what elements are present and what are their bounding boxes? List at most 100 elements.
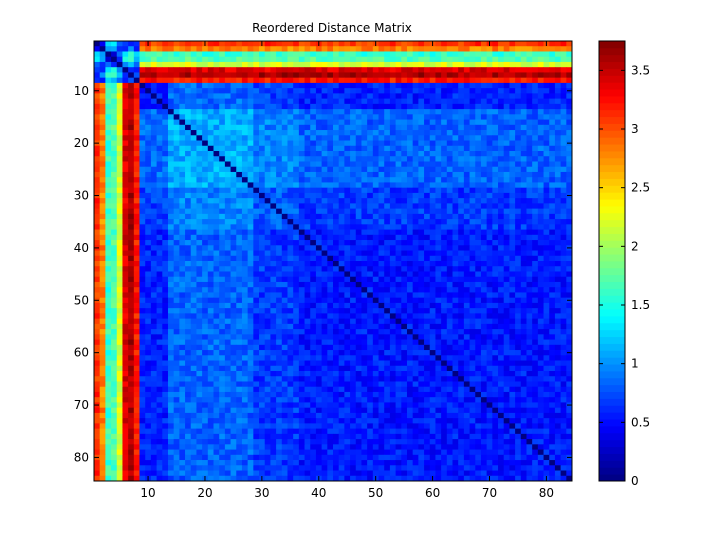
heatmap-cell bbox=[111, 224, 118, 230]
heatmap-cell bbox=[361, 213, 368, 220]
heatmap-cell bbox=[139, 103, 146, 110]
heatmap-cell bbox=[418, 177, 425, 183]
heatmap-cell bbox=[509, 82, 516, 89]
heatmap-cell bbox=[116, 334, 123, 340]
heatmap-cell bbox=[241, 161, 249, 168]
heatmap-cell bbox=[492, 41, 499, 47]
heatmap-cell bbox=[213, 224, 220, 230]
heatmap-cell bbox=[429, 130, 436, 136]
heatmap-cell bbox=[304, 114, 311, 120]
heatmap-cell bbox=[463, 302, 470, 309]
heatmap-cell bbox=[526, 245, 533, 251]
heatmap-cell bbox=[543, 203, 550, 210]
heatmap-cell bbox=[475, 276, 482, 283]
heatmap-cell bbox=[532, 308, 539, 314]
heatmap-cell bbox=[310, 350, 317, 356]
heatmap-cell bbox=[498, 318, 505, 325]
heatmap-cell bbox=[310, 182, 317, 189]
heatmap-cell bbox=[441, 72, 448, 79]
heatmap-cell bbox=[446, 276, 453, 283]
heatmap-cell bbox=[384, 46, 391, 52]
heatmap-cell bbox=[213, 255, 220, 262]
heatmap-cell bbox=[139, 166, 146, 173]
heatmap-cell bbox=[424, 213, 431, 220]
heatmap-cell bbox=[372, 156, 379, 162]
heatmap-cell bbox=[213, 297, 220, 304]
heatmap-cell bbox=[264, 323, 271, 330]
heatmap-cell bbox=[276, 161, 283, 168]
heatmap-cell bbox=[162, 281, 169, 288]
heatmap-cell bbox=[99, 67, 106, 73]
heatmap-cell bbox=[395, 271, 402, 278]
heatmap-cell bbox=[133, 61, 140, 68]
heatmap-cell bbox=[378, 61, 385, 68]
heatmap-cell bbox=[469, 156, 476, 162]
heatmap-cell bbox=[105, 166, 112, 173]
heatmap-cell bbox=[253, 177, 260, 183]
heatmap-cell bbox=[99, 93, 106, 100]
heatmap-cell bbox=[384, 318, 391, 325]
heatmap-cell bbox=[361, 229, 368, 236]
heatmap-cell bbox=[315, 72, 323, 79]
heatmap-cell bbox=[367, 145, 374, 152]
heatmap-cell bbox=[264, 130, 271, 136]
heatmap-cell bbox=[446, 135, 453, 141]
heatmap-cell bbox=[139, 350, 146, 356]
heatmap-cell bbox=[509, 271, 516, 278]
heatmap-cell bbox=[463, 339, 470, 346]
heatmap-cell bbox=[241, 182, 249, 189]
heatmap-cell bbox=[344, 276, 351, 283]
heatmap-cell bbox=[236, 350, 243, 356]
heatmap-cell bbox=[549, 266, 556, 272]
heatmap-cell bbox=[498, 161, 505, 168]
heatmap-cell bbox=[259, 151, 266, 157]
heatmap-cell bbox=[401, 329, 408, 335]
heatmap-cell bbox=[230, 151, 237, 157]
heatmap-cell bbox=[480, 255, 488, 262]
heatmap-cell bbox=[224, 51, 231, 58]
heatmap-cell bbox=[458, 203, 465, 210]
heatmap-cell bbox=[554, 255, 562, 262]
heatmap-cell bbox=[344, 271, 351, 278]
heatmap-cell bbox=[259, 67, 266, 73]
heatmap-cell bbox=[276, 297, 283, 304]
heatmap-cell bbox=[367, 119, 374, 126]
heatmap-cell bbox=[116, 198, 123, 204]
heatmap-cell bbox=[446, 140, 453, 147]
heatmap-cell bbox=[395, 187, 402, 194]
heatmap-cell bbox=[207, 72, 214, 79]
heatmap-cell bbox=[469, 219, 476, 225]
heatmap-cell bbox=[173, 151, 180, 157]
heatmap-cell bbox=[355, 229, 362, 236]
heatmap-cell bbox=[327, 103, 334, 110]
heatmap-cell bbox=[304, 88, 311, 94]
heatmap-cell bbox=[241, 124, 249, 131]
heatmap-cell bbox=[156, 61, 163, 68]
heatmap-cell bbox=[412, 281, 419, 288]
heatmap-cell bbox=[520, 297, 527, 304]
heatmap-cell bbox=[116, 88, 123, 94]
heatmap-cell bbox=[492, 46, 499, 52]
heatmap-cell bbox=[133, 344, 140, 351]
heatmap-cell bbox=[452, 276, 459, 283]
heatmap-cell bbox=[441, 308, 448, 314]
heatmap-cell bbox=[190, 72, 197, 79]
heatmap-cell bbox=[287, 192, 294, 199]
heatmap-cell bbox=[270, 334, 277, 340]
heatmap-cell bbox=[264, 119, 271, 126]
heatmap-cell bbox=[509, 72, 516, 79]
heatmap-cell bbox=[173, 318, 180, 325]
heatmap-cell bbox=[566, 255, 573, 262]
heatmap-cell bbox=[150, 344, 157, 351]
heatmap-cell bbox=[406, 192, 414, 199]
heatmap-cell bbox=[128, 98, 135, 105]
heatmap-cell bbox=[452, 103, 459, 110]
heatmap-cell bbox=[355, 93, 362, 100]
heatmap-cell bbox=[554, 208, 562, 215]
heatmap-cell bbox=[185, 208, 192, 215]
heatmap-cell bbox=[179, 329, 186, 335]
heatmap-cell bbox=[554, 151, 562, 157]
heatmap-cell bbox=[105, 130, 112, 136]
heatmap-cell bbox=[344, 250, 351, 257]
